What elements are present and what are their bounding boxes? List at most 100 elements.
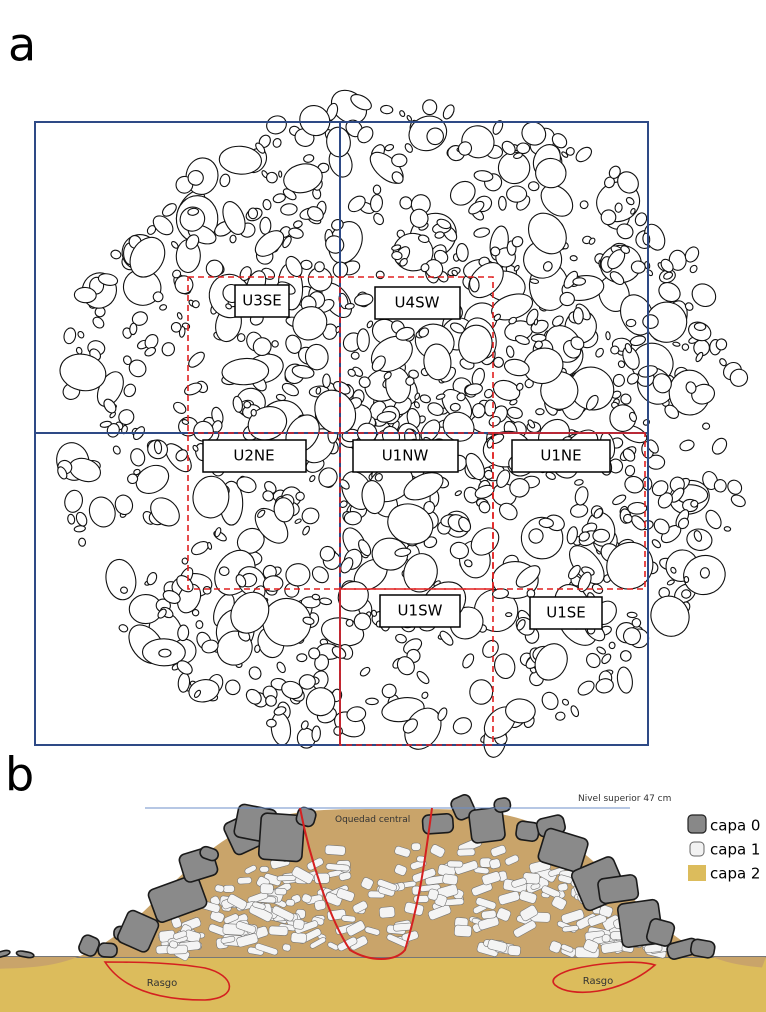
inner-stone — [378, 906, 396, 919]
inner-stone — [268, 925, 289, 936]
stone — [660, 258, 674, 273]
stone — [247, 207, 259, 220]
stone — [439, 630, 454, 646]
stone — [702, 422, 711, 430]
stone — [247, 406, 288, 441]
stone — [630, 260, 646, 274]
stone — [235, 574, 247, 588]
stone — [666, 579, 675, 586]
inner-stone — [557, 874, 573, 884]
stone — [617, 360, 626, 369]
stone — [92, 316, 105, 329]
stone — [715, 338, 728, 351]
panel-label: a — [8, 18, 36, 72]
stone — [413, 401, 420, 409]
stone — [620, 245, 631, 254]
inner-stone — [481, 910, 497, 920]
stone — [173, 401, 187, 414]
stone — [585, 394, 599, 411]
stone — [218, 566, 230, 577]
inner-stone — [560, 944, 574, 953]
outer-stone — [147, 874, 208, 923]
outer-stone — [199, 845, 220, 862]
stone — [254, 230, 285, 257]
inner-stone — [404, 901, 424, 916]
inner-stone — [599, 904, 614, 918]
stone — [403, 553, 438, 593]
stone — [129, 322, 138, 336]
stone — [513, 264, 520, 272]
stone — [409, 208, 429, 228]
stone — [281, 680, 304, 700]
stone — [516, 619, 526, 631]
stone — [380, 104, 394, 115]
stone — [191, 609, 200, 617]
stone — [416, 670, 430, 685]
stone — [127, 473, 139, 485]
outer-stone — [645, 918, 676, 947]
stone — [452, 717, 472, 735]
stone — [651, 480, 669, 497]
inner-stone — [324, 844, 346, 856]
stone — [293, 220, 303, 229]
inner-stone — [454, 924, 472, 938]
stone — [177, 624, 190, 642]
stone — [75, 511, 88, 527]
stone — [406, 114, 413, 122]
unit-label: U1NW — [382, 447, 429, 465]
inner-stone — [169, 940, 178, 949]
stone — [114, 494, 134, 516]
stone — [527, 181, 540, 192]
stone — [593, 508, 604, 519]
stone — [521, 121, 547, 146]
stone — [650, 595, 690, 637]
stone — [307, 267, 333, 292]
stone — [302, 616, 315, 625]
stone — [314, 389, 357, 435]
stone — [144, 346, 157, 357]
stone — [265, 695, 277, 707]
stone — [384, 144, 395, 152]
stone — [691, 383, 716, 405]
stone — [630, 207, 636, 215]
legend-label: capa 1 — [710, 841, 760, 859]
stone — [586, 652, 601, 669]
stone — [685, 381, 697, 394]
stone — [642, 419, 650, 426]
stone — [527, 212, 567, 255]
stone — [609, 271, 625, 286]
stone — [291, 364, 315, 379]
stone — [133, 468, 141, 476]
inner-stone — [490, 845, 507, 857]
stone — [469, 679, 494, 705]
stone — [421, 691, 429, 699]
stone — [365, 697, 379, 706]
stone — [395, 326, 415, 341]
stone — [505, 698, 536, 724]
stone — [464, 383, 483, 396]
outer-stone — [116, 909, 160, 953]
inner-stone — [583, 939, 599, 954]
stone — [285, 334, 302, 354]
stone — [464, 559, 473, 568]
stone — [305, 687, 336, 717]
stone — [541, 691, 559, 710]
label-box — [511, 439, 611, 473]
stone — [514, 335, 530, 345]
stone — [188, 351, 205, 368]
outer-stone — [0, 949, 11, 959]
unit-outline — [339, 588, 494, 746]
stone — [516, 382, 524, 391]
stone — [652, 373, 672, 394]
stone — [494, 653, 516, 680]
stone — [729, 368, 749, 387]
stone — [624, 475, 644, 494]
stone — [614, 202, 623, 213]
stone — [161, 342, 176, 357]
inner-stone — [227, 893, 248, 911]
stone — [99, 420, 112, 428]
stone — [376, 411, 397, 423]
stone — [399, 110, 406, 118]
stone — [187, 207, 200, 216]
inner-stone — [290, 932, 307, 944]
